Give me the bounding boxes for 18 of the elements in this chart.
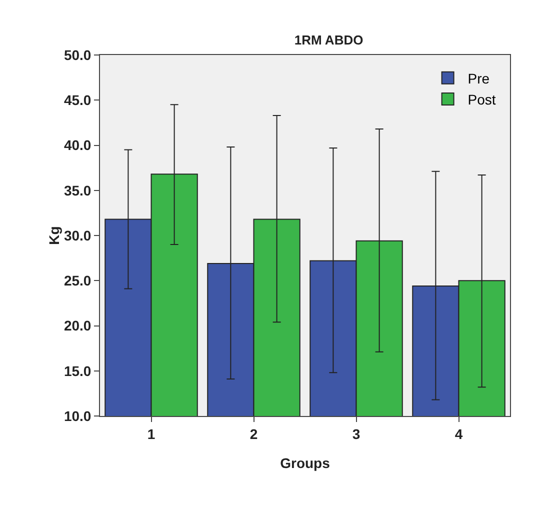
x-tick-label: 2	[250, 426, 258, 442]
x-tick-label: 3	[352, 426, 360, 442]
y-tick-label: 15.0	[64, 362, 92, 379]
x-tick-label: 1	[147, 426, 156, 442]
legend-label: Post	[468, 91, 496, 108]
y-tick-label: 35.0	[64, 182, 92, 198]
x-tick-label: 4	[454, 426, 463, 442]
y-tick-label: 10.0	[64, 408, 92, 424]
y-tick-label: 25.0	[64, 272, 92, 289]
legend-label: Pre	[468, 70, 490, 86]
chart-title: 1RM ABDO	[294, 32, 364, 48]
y-axis-title: Kg	[46, 226, 62, 245]
y-tick-label: 50.0	[64, 46, 92, 63]
y-tick-label: 30.0	[64, 227, 92, 244]
y-tick-label: 20.0	[64, 318, 92, 334]
y-tick-label: 40.0	[64, 137, 92, 154]
y-tick-label: 45.0	[64, 92, 92, 108]
x-axis-title: Groups	[280, 455, 330, 471]
